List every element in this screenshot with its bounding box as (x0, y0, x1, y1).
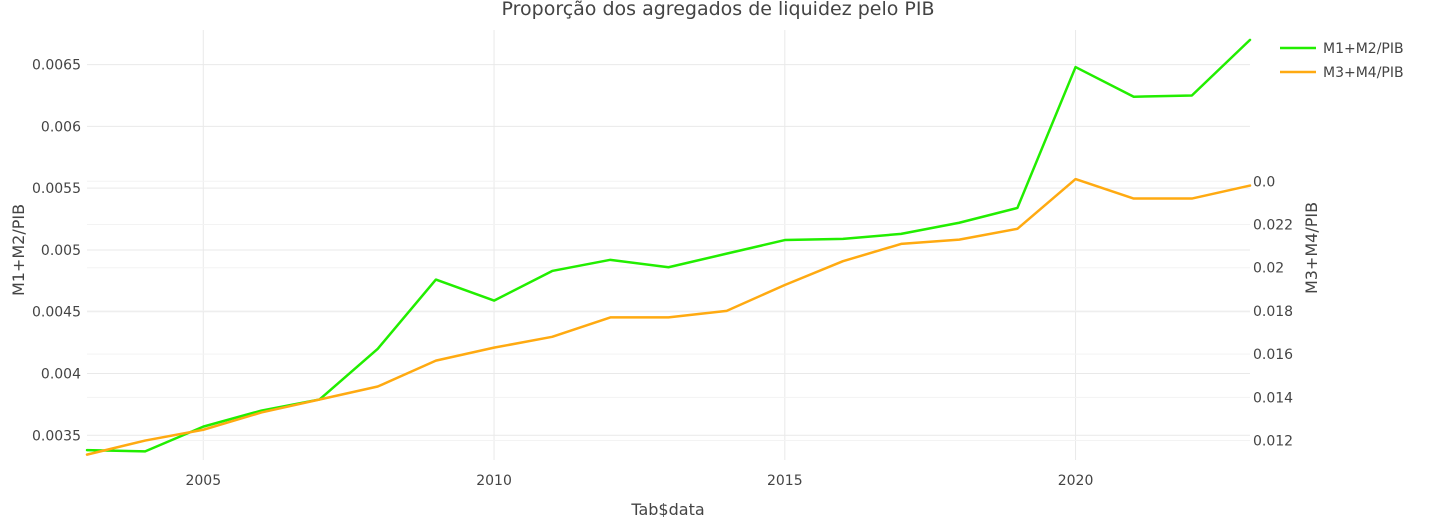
tick-labels: 2005 2010 2015 2020 0.0035 0.004 0.0045 0.005 0.… (32, 58, 1293, 489)
x-tick-label: 2015 (767, 473, 803, 489)
y-tick-label: 0.005 (41, 243, 81, 259)
y-tick-label: 0.0035 (32, 428, 81, 444)
legend-item-m1m2[interactable]: M1+M2/PIB (1280, 41, 1404, 57)
legend-label-m3m4: M3+M4/PIB (1323, 65, 1404, 81)
legend-item-m3m4[interactable]: M3+M4/PIB (1280, 65, 1404, 81)
chart-title: Proporção dos agregados de liquidez pelo… (502, 0, 935, 20)
y2-tick-label: 0.012 (1253, 434, 1293, 450)
y-tick-label: 0.0055 (32, 181, 81, 197)
y-tick-label: 0.004 (41, 367, 81, 383)
y2-tick-label: 0.014 (1253, 390, 1293, 406)
series-lines (85, 38, 1252, 456)
x-tick-label: 2020 (1058, 473, 1094, 489)
y2-tick-label: 0.02 (1253, 261, 1284, 277)
y-axis-title: M1+M2/PIB (9, 204, 28, 296)
y-tick-label: 0.0045 (32, 305, 81, 321)
x-axis-title: Tab$data (630, 500, 704, 517)
grid (87, 30, 1250, 460)
y2-tick-label: 0.016 (1253, 347, 1293, 363)
y2-tick-label: 0.022 (1253, 217, 1293, 233)
y2-axis-title: M3+M4/PIB (1302, 202, 1321, 294)
x-tick-label: 2005 (185, 473, 221, 489)
y2-tick-label: 0.018 (1253, 304, 1293, 320)
x-tick-label: 2010 (476, 473, 512, 489)
y-tick-label: 0.006 (41, 119, 81, 135)
legend[interactable]: M1+M2/PIB M3+M4/PIB (1280, 41, 1404, 81)
legend-label-m1m2: M1+M2/PIB (1323, 41, 1404, 57)
series-line-1 (85, 177, 1252, 456)
y-tick-label: 0.0065 (32, 58, 81, 74)
y2-tick-label: 0.0 (1253, 174, 1275, 190)
